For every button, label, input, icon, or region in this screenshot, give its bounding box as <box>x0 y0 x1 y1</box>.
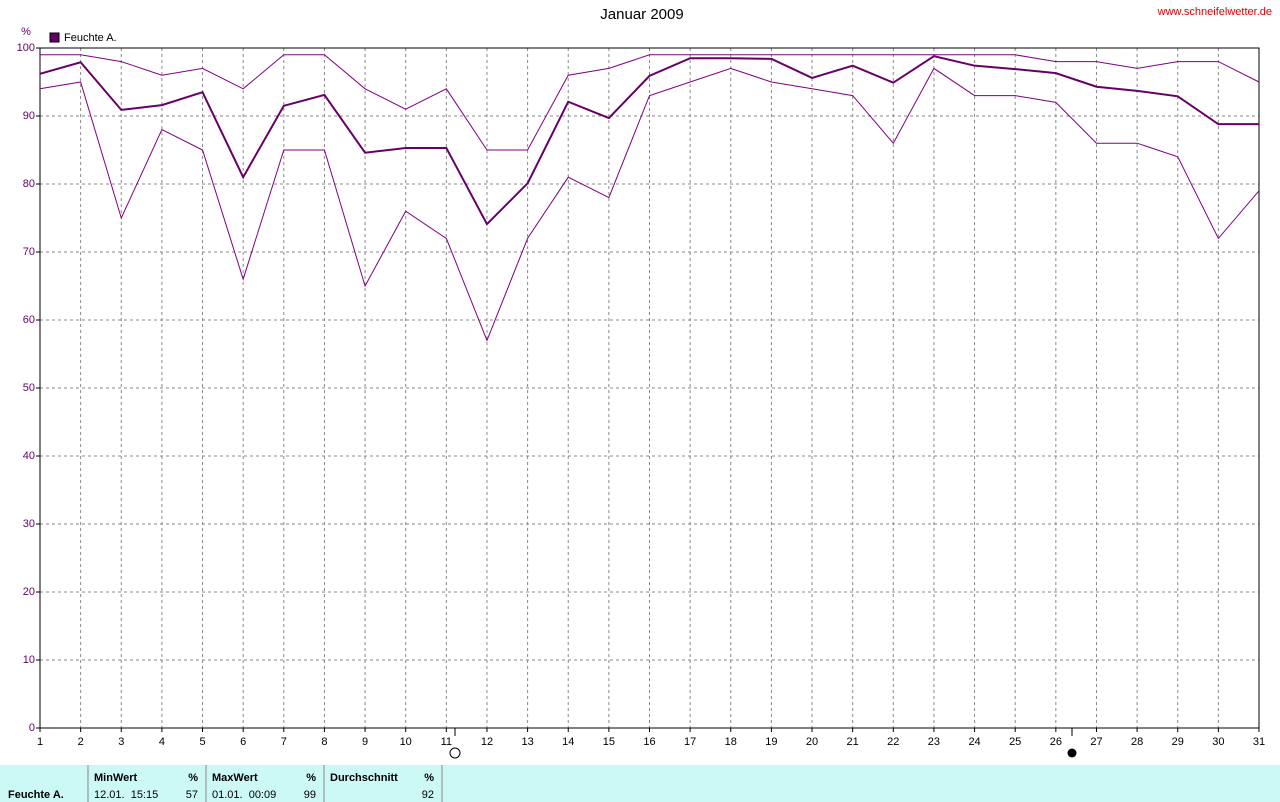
stats-unit: % <box>188 772 198 784</box>
x-tick-label: 12 <box>481 736 493 748</box>
stats-header: Durchschnitt <box>330 772 398 784</box>
y-tick-label: 60 <box>23 314 35 326</box>
y-tick-label: 90 <box>23 110 35 122</box>
y-tick-label: 50 <box>23 382 35 394</box>
y-tick-label: 80 <box>23 178 35 190</box>
x-tick-label: 13 <box>521 736 533 748</box>
x-tick-label: 25 <box>1009 736 1021 748</box>
x-tick-label: 24 <box>968 736 980 748</box>
y-tick-label: 10 <box>23 654 35 666</box>
stats-unit: % <box>424 772 434 784</box>
source-link[interactable]: www.schneifelwetter.de <box>1157 6 1272 18</box>
stats-label: Feuchte A. <box>8 789 64 801</box>
x-tick-label: 15 <box>603 736 615 748</box>
x-tick-label: 8 <box>321 736 327 748</box>
legend-swatch <box>49 32 60 43</box>
x-tick-label: 29 <box>1172 736 1184 748</box>
series-line <box>39 67 1260 342</box>
x-tick-label: 22 <box>887 736 899 748</box>
moon-icon <box>1067 748 1077 758</box>
y-tick-label: 100 <box>17 42 35 54</box>
x-tick-label: 11 <box>441 736 452 748</box>
x-tick-label: 27 <box>1090 736 1102 748</box>
x-tick-label: 26 <box>1050 736 1062 748</box>
x-tick-label: 5 <box>199 736 205 748</box>
x-tick-label: 31 <box>1253 736 1265 748</box>
x-tick-label: 23 <box>928 736 940 748</box>
y-unit: % <box>21 26 31 38</box>
x-tick-label: 18 <box>725 736 737 748</box>
stats-unit: % <box>306 772 316 784</box>
chart-title: Januar 2009 <box>600 6 683 23</box>
series-line <box>39 55 1259 226</box>
y-tick-label: 40 <box>23 450 35 462</box>
legend-label: Feuchte A. <box>64 32 117 44</box>
y-tick-label: 70 <box>23 246 35 258</box>
moon-phases <box>449 722 1077 759</box>
full-moon <box>449 747 461 759</box>
stats-value: 92 <box>422 789 434 801</box>
x-tick-label: 2 <box>78 736 84 748</box>
stats-header: MaxWert <box>212 772 258 784</box>
x-tick-label: 10 <box>400 736 412 748</box>
stats-panel <box>0 765 1280 802</box>
series-line <box>40 54 1260 151</box>
x-tick-label: 4 <box>159 736 165 748</box>
y-tick-label: 20 <box>23 586 35 598</box>
x-tick-label: 19 <box>765 736 777 748</box>
y-tick-label: 30 <box>23 518 35 530</box>
stats-value: 57 <box>186 789 198 801</box>
x-tick-label: 21 <box>847 736 859 748</box>
stats-value: 99 <box>304 789 316 801</box>
x-tick-label: 6 <box>240 736 246 748</box>
x-tick-label: 1 <box>37 736 43 748</box>
x-tick-label: 20 <box>806 736 818 748</box>
y-tick-label: 0 <box>29 722 35 734</box>
x-tick-label: 3 <box>118 736 124 748</box>
x-tick-label: 17 <box>684 736 696 748</box>
x-tick-label: 7 <box>281 736 287 748</box>
plot-border <box>39 47 1260 729</box>
stats-time: 12.01. 15:15 <box>94 789 158 801</box>
x-tick-label: 28 <box>1131 736 1143 748</box>
x-tick-label: 9 <box>362 736 368 748</box>
x-tick-label: 30 <box>1212 736 1224 748</box>
stats-header: MinWert <box>94 772 138 784</box>
x-tick-label: 14 <box>562 736 574 748</box>
stats-time: 01.01. 00:09 <box>212 789 276 801</box>
x-tick-label: 16 <box>643 736 655 748</box>
